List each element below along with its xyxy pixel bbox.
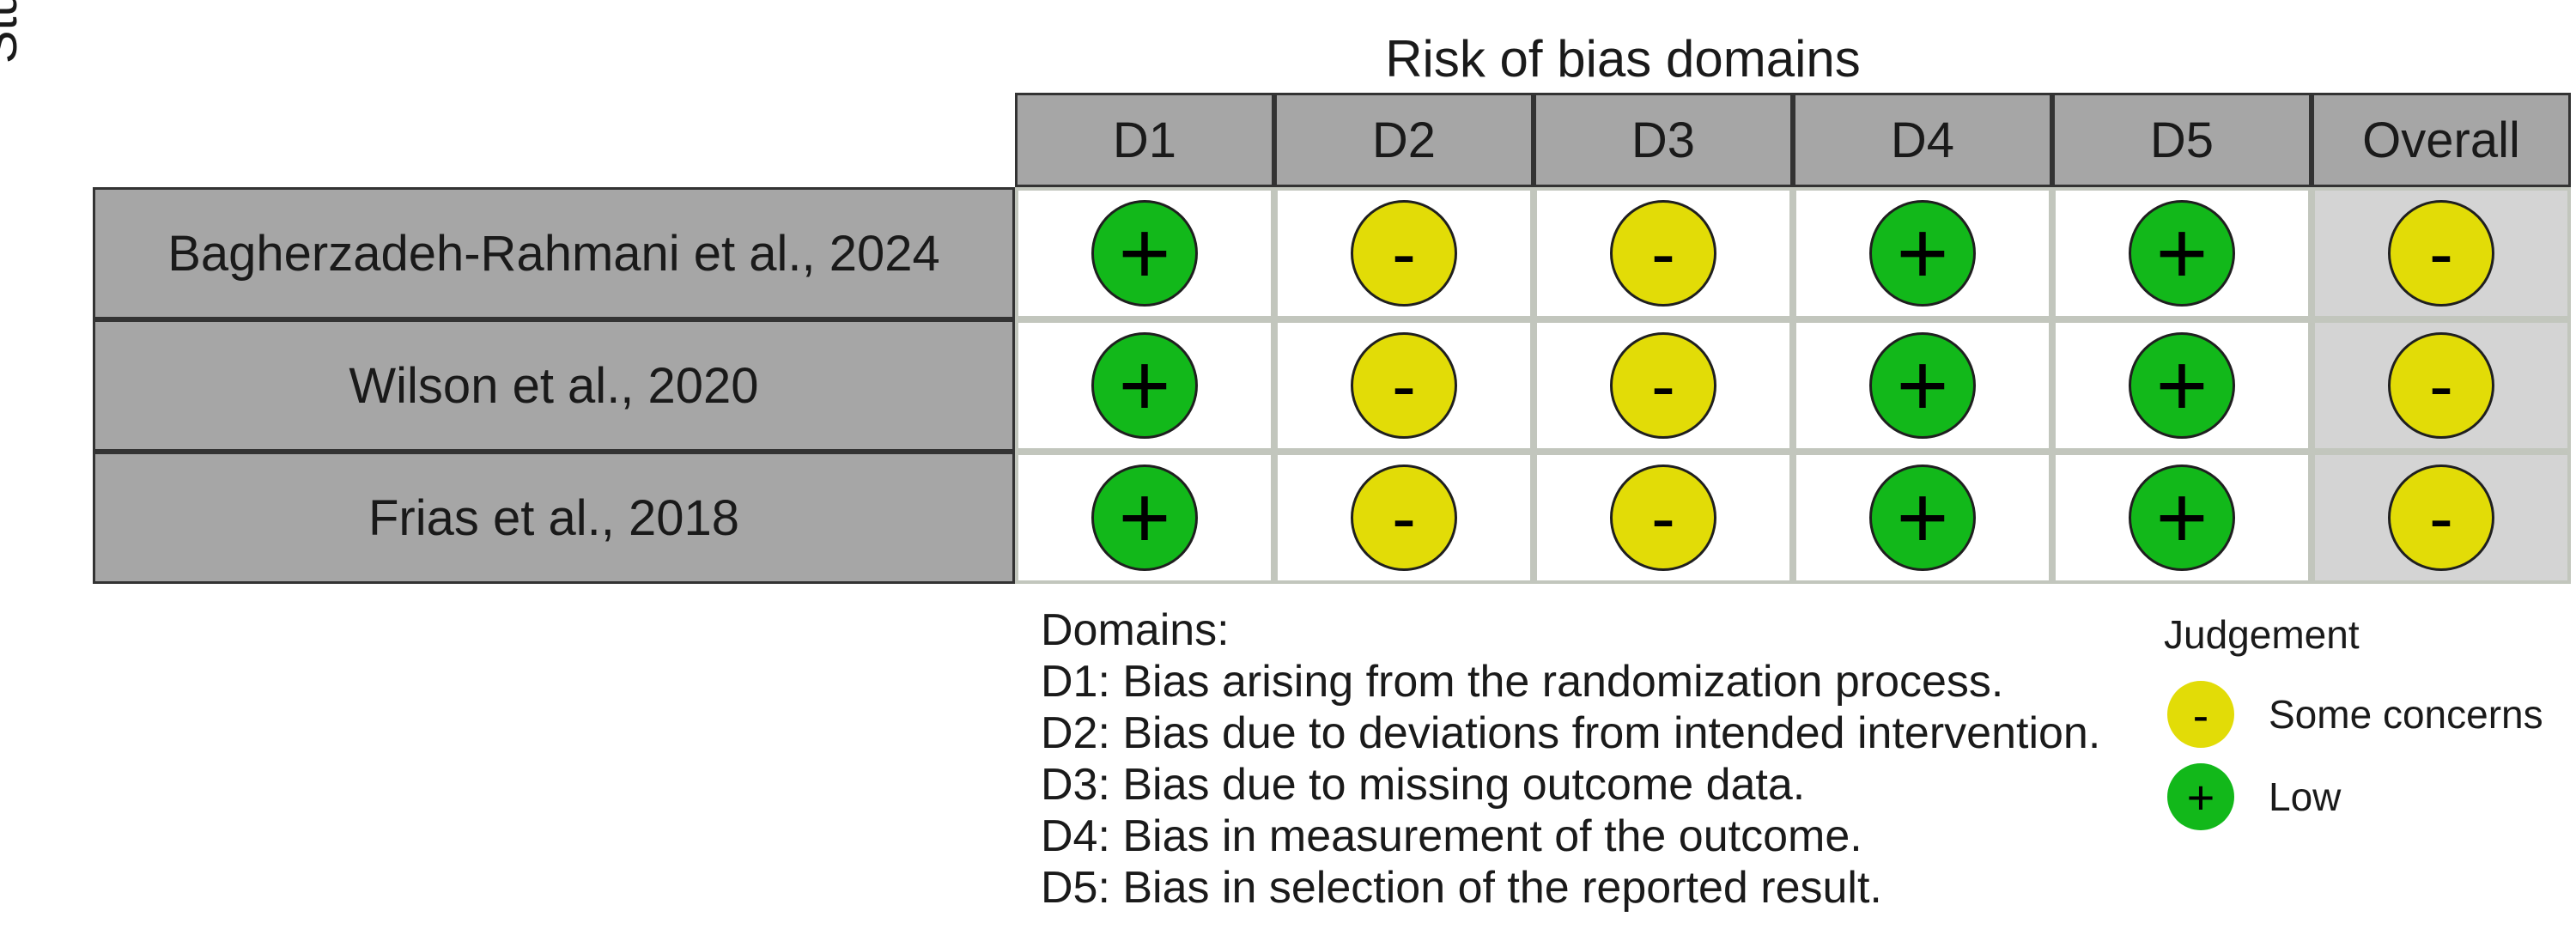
low-risk-dot: + [2129, 200, 2235, 307]
y-axis-label: Study [0, 0, 27, 64]
some-concerns-legend-icon: - [2167, 681, 2234, 748]
judgement-cell: - [2312, 319, 2571, 452]
legend-item-some-concerns: - Some concerns [2167, 680, 2543, 749]
column-header-d4: D4 [1793, 93, 2052, 187]
low-risk-dot: + [2129, 332, 2235, 439]
study-label: Frias et al., 2018 [93, 452, 1015, 584]
some-concerns-dot: - [2388, 464, 2494, 571]
low-risk-dot: + [1869, 332, 1976, 439]
judgement-cell: - [1274, 452, 1534, 584]
study-label: Bagherzadeh-Rahmani et al., 2024 [93, 187, 1015, 319]
domains-legend-item-d1: D1: Bias arising from the randomization … [1041, 657, 2004, 707]
column-header-d2: D2 [1274, 93, 1534, 187]
some-concerns-dot: - [1351, 464, 1457, 571]
column-header-d3: D3 [1534, 93, 1793, 187]
judgement-cell: + [2052, 319, 2312, 452]
column-header-d5: D5 [2052, 93, 2312, 187]
domains-legend-heading: Domains: [1041, 605, 1230, 655]
judgement-cell: + [2052, 187, 2312, 319]
domains-legend-item-d2: D2: Bias due to deviations from intended… [1041, 708, 2101, 758]
some-concerns-dot: - [1610, 464, 1716, 571]
some-concerns-dot: - [1351, 200, 1457, 307]
legend-item-low: + Low [2167, 762, 2341, 831]
judgement-cell: - [1274, 319, 1534, 452]
judgement-legend-heading: Judgement [2164, 612, 2360, 657]
legend-label-some-concerns: Some concerns [2269, 692, 2543, 737]
some-concerns-dot: - [1610, 200, 1716, 307]
domains-legend: Domains: D1: Bias arising from the rando… [1041, 604, 2100, 914]
domains-legend-item-d3: D3: Bias due to missing outcome data. [1041, 760, 1806, 810]
low-risk-dot: + [1091, 464, 1198, 571]
column-header-d1: D1 [1015, 93, 1274, 187]
judgement-cell: - [2312, 452, 2571, 584]
some-concerns-dot: - [1610, 332, 1716, 439]
low-risk-dot: + [1091, 200, 1198, 307]
legend-label-low: Low [2269, 774, 2342, 819]
chart-title: Risk of bias domains [1385, 30, 1861, 88]
low-legend-icon: + [2167, 763, 2234, 830]
judgement-cell: - [1534, 319, 1793, 452]
judgement-cell: - [1534, 452, 1793, 584]
some-concerns-dot: - [2388, 200, 2494, 307]
domains-legend-item-d4: D4: Bias in measurement of the outcome. [1041, 811, 1862, 861]
judgement-cell: + [1793, 319, 2052, 452]
judgement-cell: - [2312, 187, 2571, 319]
judgement-cell: + [1015, 319, 1274, 452]
some-concerns-dot: - [1351, 332, 1457, 439]
judgement-cell: - [1274, 187, 1534, 319]
study-label: Wilson et al., 2020 [93, 319, 1015, 452]
column-header-overall: Overall [2312, 93, 2571, 187]
low-risk-dot: + [1869, 464, 1976, 571]
judgement-cell: + [1015, 187, 1274, 319]
judgement-cell: + [1793, 452, 2052, 584]
judgement-cell: + [1015, 452, 1274, 584]
low-risk-dot: + [2129, 464, 2235, 571]
judgement-cell: + [1793, 187, 2052, 319]
judgement-cell: + [2052, 452, 2312, 584]
low-risk-dot: + [1869, 200, 1976, 307]
judgement-cell: - [1534, 187, 1793, 319]
low-risk-dot: + [1091, 332, 1198, 439]
some-concerns-dot: - [2388, 332, 2494, 439]
domains-legend-item-d5: D5: Bias in selection of the reported re… [1041, 863, 1882, 913]
